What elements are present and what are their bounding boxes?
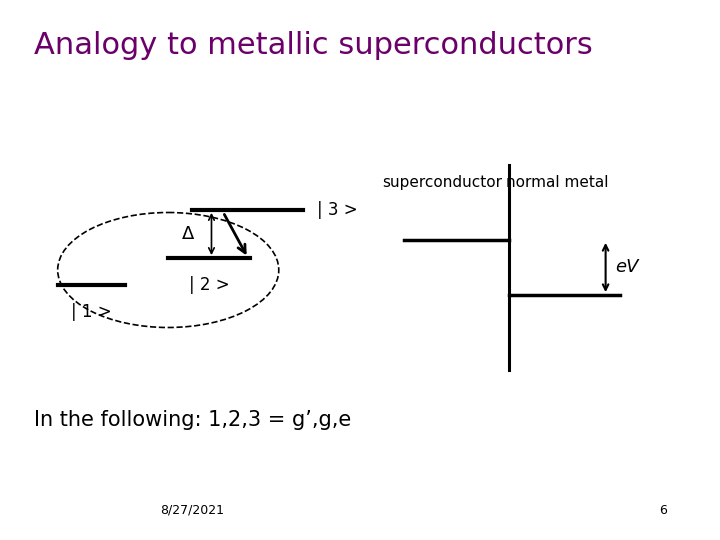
Text: | 1 >: | 1 >	[71, 303, 112, 321]
Text: In the following: 1,2,3 = g’,g,e: In the following: 1,2,3 = g’,g,e	[34, 410, 351, 430]
Text: eV: eV	[615, 259, 639, 276]
Text: 6: 6	[660, 503, 667, 516]
Text: Analogy to metallic superconductors: Analogy to metallic superconductors	[34, 30, 593, 59]
Text: superconductor: superconductor	[382, 175, 502, 190]
Text: | 3 >: | 3 >	[318, 201, 358, 219]
Text: | 2 >: | 2 >	[189, 276, 230, 294]
Text: 8/27/2021: 8/27/2021	[161, 503, 224, 516]
Text: normal metal: normal metal	[506, 175, 609, 190]
Text: Δ: Δ	[182, 225, 194, 243]
